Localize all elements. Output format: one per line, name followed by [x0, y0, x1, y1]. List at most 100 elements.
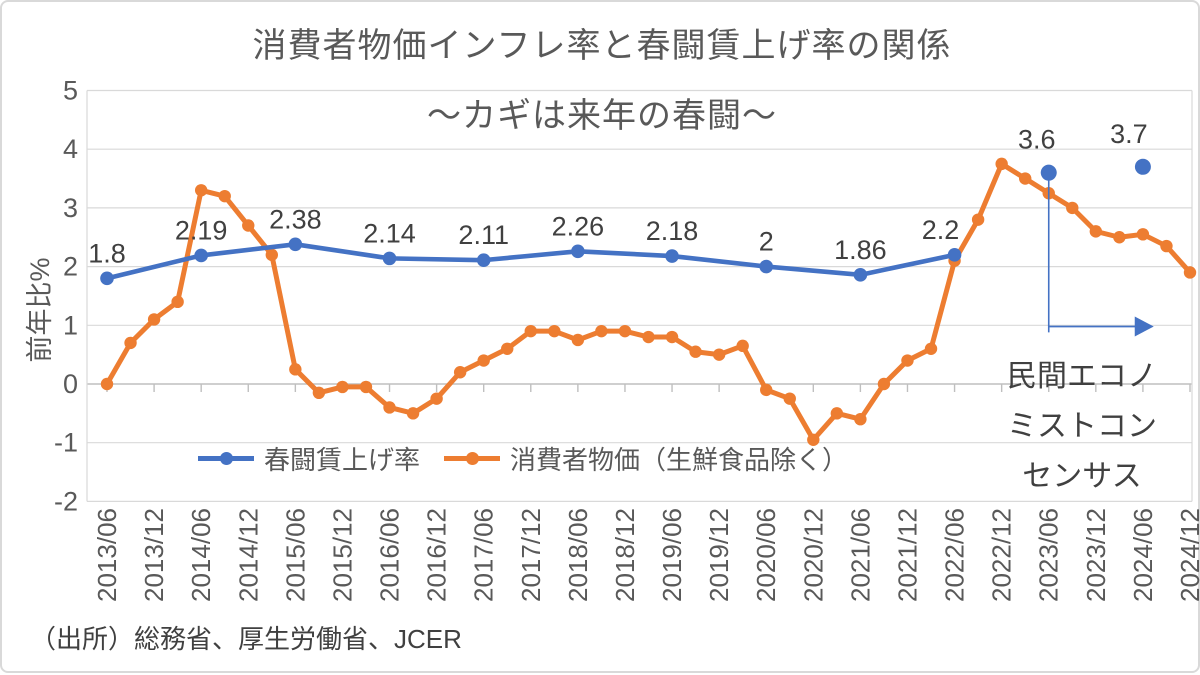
cpi-series-marker [359, 380, 373, 394]
shunto-forecast-dot [1134, 158, 1151, 175]
x-tick-label: 2023/06 [1034, 508, 1064, 602]
cpi-series-marker [1066, 201, 1079, 215]
cpi-series-marker [1089, 225, 1103, 238]
legend: 春闘賃上げ率 消費者物価（生鮮食品除く） [198, 440, 862, 477]
chart-subtitle: ～カギは来年の春闘～ [427, 97, 777, 135]
x-tick-label: 2023/12 [1081, 508, 1111, 602]
x-tick-label: 2015/06 [280, 508, 310, 602]
cpi-series-marker [712, 348, 726, 361]
data-label: 2.2 [922, 215, 960, 245]
cpi-series-marker [194, 184, 208, 197]
x-tick-label: 2024/06 [1128, 508, 1158, 602]
cpi-series-marker [807, 433, 820, 446]
cpi-series-marker [1160, 239, 1173, 253]
cpi-series-marker [147, 313, 161, 326]
data-label: 2.18 [646, 216, 699, 246]
x-tick-label: 2021/12 [892, 508, 922, 602]
data-label: 1.8 [88, 238, 126, 268]
cpi-legend-marker-icon [444, 452, 501, 465]
cpi-series-marker [830, 407, 844, 420]
cpi-series-marker [877, 377, 891, 391]
data-label: 2.19 [175, 215, 228, 245]
cpi-series-marker [501, 342, 514, 355]
cpi-series-marker [312, 386, 326, 400]
shunto-series-marker [853, 268, 868, 282]
data-label: 2.26 [552, 211, 605, 241]
cpi-series-marker [265, 248, 279, 262]
y-tick-label: -2 [54, 486, 78, 516]
x-tick-label: 2022/12 [987, 508, 1017, 602]
cpi-series-marker [524, 324, 537, 338]
shunto-legend-marker-icon [198, 452, 254, 465]
cpi-series-marker [760, 383, 773, 397]
y-tick-label: -1 [54, 428, 78, 458]
cpi-series-marker [383, 401, 396, 414]
x-tick-label: 2020/12 [798, 508, 828, 602]
chart-title: 消費者物価インフレ率と春闘賃上げ率の関係 [252, 27, 952, 65]
cpi-series-marker [336, 380, 349, 394]
y-tick-label: 5 [63, 76, 78, 106]
cpi-series-marker [1113, 231, 1126, 244]
cpi-series-marker [595, 324, 608, 338]
x-tick-label: 2022/06 [940, 508, 970, 602]
cpi-series-marker [218, 189, 231, 203]
data-label: 2.14 [363, 218, 416, 248]
shunto-series-marker [288, 237, 303, 252]
x-tick-label: 2015/12 [327, 508, 357, 602]
x-tick-label: 2021/06 [845, 508, 875, 602]
y-tick-label: 3 [63, 193, 78, 223]
cpi-series-marker [242, 219, 255, 232]
cpi-series-marker [642, 330, 655, 344]
x-tick-label: 2016/12 [422, 508, 452, 602]
data-label: 3.6 [1018, 125, 1056, 155]
cpi-series-marker [1136, 228, 1150, 241]
x-tick-label: 2016/06 [375, 508, 405, 602]
shunto-series-marker [947, 248, 962, 262]
shunto-series-marker [100, 271, 114, 286]
data-label: 3.7 [1110, 119, 1148, 149]
cpi-series-marker [1018, 172, 1032, 185]
cpi-series-marker [100, 377, 114, 391]
cpi-series-marker [618, 324, 632, 338]
x-tick-label: 2019/12 [704, 508, 734, 602]
cpi-series-marker [901, 354, 914, 367]
cpi-series-marker [477, 354, 490, 367]
data-label: 2.38 [269, 204, 322, 234]
shunto-series-marker [665, 249, 679, 263]
consensus-annotation: 民間エコノ ミストコン センサス [990, 352, 1174, 502]
data-label: 1.86 [834, 235, 887, 265]
shunto-forecast-dot [1040, 164, 1057, 181]
cpi-series-marker [430, 392, 443, 405]
cpi-series-marker [171, 295, 184, 309]
cpi-series-marker [289, 363, 302, 376]
x-tick-label: 2017/12 [516, 508, 546, 602]
y-axis-title: 前年比% [25, 257, 55, 363]
x-tick-label: 2024/12 [1175, 508, 1200, 602]
x-tick-label: 2019/06 [657, 508, 687, 602]
y-tick-label: 4 [63, 134, 78, 164]
y-tick-label: 1 [63, 310, 78, 340]
x-tick-label: 2014/06 [186, 508, 216, 602]
shunto-series-marker [382, 251, 397, 266]
x-tick-label: 2013/06 [92, 508, 122, 602]
cpi-series-marker [995, 157, 1008, 171]
shunto-legend-label: 春闘賃上げ率 [264, 445, 421, 475]
data-label: 2.11 [458, 220, 509, 250]
consensus-annotation-line2: ミストコン [1007, 410, 1157, 443]
x-tick-label: 2014/12 [233, 508, 263, 602]
shunto-series-line [106, 241, 956, 281]
consensus-annotation-line1: 民間エコノ [1007, 360, 1157, 393]
y-tick-label: 0 [63, 369, 78, 399]
cpi-series-marker [971, 213, 985, 226]
cpi-series-marker [571, 333, 585, 347]
shunto-series-marker [759, 259, 774, 274]
cpi-series-marker [406, 407, 420, 420]
cpi-series-marker [124, 336, 137, 350]
forecast-arrow-head-icon [1134, 316, 1154, 337]
x-tick-label: 2020/06 [751, 508, 781, 602]
cpi-series-marker [548, 324, 561, 338]
source-note: （出所）総務省、厚生労働省、JCER [30, 624, 462, 654]
shunto-series-marker [476, 253, 491, 267]
